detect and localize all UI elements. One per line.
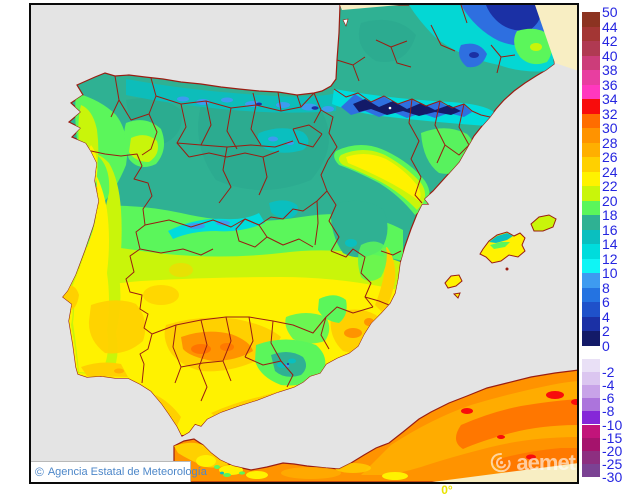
legend-upper-block [582,113,600,128]
legend-upper-block [582,99,600,114]
legend-upper-block [582,26,600,41]
mainland [62,5,555,437]
legend-lower-label: -10 [602,416,623,433]
mallorca [479,231,526,264]
ibiza [444,274,463,289]
legend-upper-label: 18 [602,207,618,223]
legend-upper-block [582,331,600,346]
legend-upper-label: 38 [602,62,618,78]
copyright-icon: © [35,465,44,479]
legend-upper-label: 0 [602,337,610,354]
legend-upper-block [582,157,600,172]
legend-upper-block [582,215,600,230]
legend-upper-label: 32 [602,105,618,122]
legend-upper-block [582,273,600,288]
legend-upper-label: 10 [602,265,618,281]
attribution-text: Agencia Estatal de Meteorología [47,466,207,478]
legend-upper-block [582,128,600,143]
legend-upper-block [582,258,600,273]
legend-lower-label: -4 [602,376,615,393]
legend-upper-label: 2 [602,323,610,339]
legend-upper-block [582,244,600,259]
meridian-label: 0° [441,483,453,497]
legend-upper-label: 22 [602,178,618,194]
legend-upper-block [582,55,600,70]
balearic-islands [444,214,557,299]
legend-lower-label: -20 [602,442,623,459]
legend-upper-label: 42 [602,33,618,49]
legend-lower-label: -6 [602,390,615,407]
legend-lower-label: -25 [602,456,623,473]
legend-upper-label: 6 [602,294,610,310]
mallorca-green [490,242,510,249]
legend-lower-block [582,424,600,438]
legend-upper-label: 14 [602,236,618,252]
legend-upper-label: 36 [602,76,618,93]
aemet-logo: aemet [488,450,576,476]
legend-upper-block [582,142,600,157]
legend-lower-label: -8 [602,403,615,420]
legend-upper-block [582,41,600,56]
legend-lower-block [582,384,600,399]
formentera [452,292,461,299]
legend-upper-label: 40 [602,47,618,64]
legend-lower-block [582,398,600,412]
outside-domain [340,5,577,482]
legend-upper-label: 26 [602,149,618,165]
legend-upper-label: 44 [602,18,618,35]
legend-lower-label: -15 [602,429,623,446]
menorca [530,214,557,232]
legend-upper-block [582,200,600,215]
legend-lower-block [582,371,600,385]
legend-upper-label: 4 [602,308,610,325]
temperature-legend: 50 44 42 40 38 36 34 32 30 28 26 24 22 20 18 16 14 12 10 8 6… [582,0,630,500]
temperature-map-image [31,5,577,482]
legend-upper-block [582,229,600,244]
aemet-logo-text: aemet [516,450,576,475]
cabrera [505,267,509,271]
legend-lower-label: -2 [602,363,615,380]
legend-upper-label: 24 [602,163,618,180]
station-marker [342,18,349,27]
legend-upper-block [582,287,600,302]
legend-upper-label: 16 [602,221,618,238]
legend-upper-label: 20 [602,192,618,209]
map-canvas: © Agencia Estatal de Meteorología aemet [29,3,579,484]
legend-lower-block [582,464,600,478]
legend-upper-block [582,316,600,331]
legend-upper-block [582,186,600,201]
legend-upper-block [582,84,600,99]
tramuntana-ridge [489,233,513,243]
legend-upper-label: 34 [602,91,618,107]
legend-lower-block [582,437,600,451]
aemet-swirl-icon [491,453,512,473]
africa [173,369,577,482]
legend-upper-label: 12 [602,250,618,267]
legend-lower-block [582,358,600,372]
legend-lower-label: -30 [602,469,623,486]
legend-upper-label: 8 [602,279,610,296]
legend-upper-block [582,302,600,317]
legend-upper-label: 50 [602,4,618,20]
legend-upper-block [582,12,600,27]
legend-upper-block [582,171,600,186]
legend-lower-block [582,411,600,425]
legend-lower-block [582,450,600,465]
legend-upper-block [582,70,600,85]
province-boundaries [90,5,516,402]
attribution-box: © Agencia Estatal de Meteorología [31,461,207,482]
legend-upper-label: 28 [602,134,618,151]
legend-upper-label: 30 [602,120,618,136]
